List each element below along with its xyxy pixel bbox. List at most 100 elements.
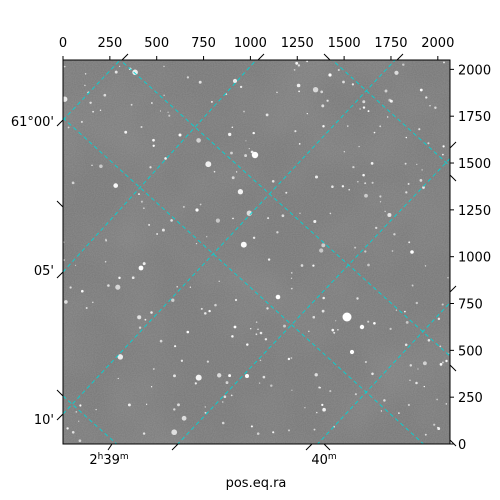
- star: [290, 277, 293, 279]
- star: [371, 181, 374, 184]
- star: [78, 420, 80, 422]
- star: [443, 61, 445, 64]
- star: [69, 286, 72, 289]
- star: [408, 241, 411, 244]
- top-tick-label: 1750: [374, 36, 407, 51]
- star: [255, 333, 258, 336]
- star: [159, 339, 163, 343]
- star: [231, 126, 234, 129]
- star: [118, 276, 121, 280]
- star: [228, 374, 232, 378]
- grid-line: [316, 301, 450, 444]
- star: [441, 361, 444, 364]
- star: [298, 90, 300, 93]
- bright-star: [275, 294, 281, 300]
- star: [99, 109, 102, 112]
- star: [64, 300, 68, 304]
- star: [159, 110, 162, 112]
- star: [240, 241, 247, 248]
- star: [288, 429, 290, 432]
- star: [214, 303, 217, 307]
- star: [445, 359, 448, 363]
- edge-tick-mark: [171, 443, 179, 451]
- grid-line: [63, 60, 257, 273]
- star: [405, 136, 408, 139]
- star: [409, 379, 411, 382]
- star: [405, 321, 409, 324]
- star: [152, 144, 155, 147]
- star: [290, 357, 293, 359]
- star: [293, 69, 296, 71]
- star: [404, 310, 406, 313]
- star: [115, 284, 121, 290]
- star: [329, 212, 332, 215]
- star: [182, 205, 185, 208]
- star: [124, 130, 128, 134]
- edge-tick-mark: [257, 53, 265, 61]
- star: [427, 339, 431, 342]
- star: [283, 324, 286, 328]
- right-tick-label: 750: [458, 298, 483, 313]
- star: [223, 395, 227, 399]
- ra-tick-label: 40m: [311, 452, 336, 468]
- star: [171, 298, 175, 302]
- star: [312, 87, 319, 93]
- star: [312, 315, 316, 319]
- bright-star: [178, 133, 182, 137]
- star: [231, 176, 235, 180]
- star: [91, 301, 94, 304]
- star: [419, 179, 423, 182]
- star: [257, 328, 259, 331]
- star: [296, 83, 301, 88]
- star: [287, 357, 291, 361]
- star: [230, 394, 233, 397]
- star: [99, 164, 103, 169]
- star: [173, 374, 176, 378]
- edge-tick-mark: [56, 413, 64, 421]
- edge-tick-mark: [56, 389, 64, 397]
- edge-tick-mark: [449, 285, 457, 293]
- star: [319, 248, 324, 253]
- star: [118, 65, 121, 67]
- grid-line: [63, 395, 118, 444]
- star: [367, 320, 370, 323]
- star: [364, 250, 367, 253]
- star: [127, 403, 131, 407]
- star: [234, 298, 238, 302]
- star: [246, 343, 249, 346]
- star: [422, 361, 427, 366]
- top-tick-label: 750: [191, 36, 216, 51]
- star: [230, 151, 233, 155]
- right-tick-label: 1250: [458, 204, 491, 219]
- star: [180, 359, 184, 362]
- star: [342, 80, 345, 84]
- star: [389, 327, 392, 331]
- ra-axis-title: pos.eq.ra: [226, 476, 287, 491]
- star: [140, 200, 143, 203]
- star: [389, 99, 393, 103]
- star: [117, 377, 119, 380]
- star: [243, 110, 245, 113]
- right-tick-label: 250: [458, 391, 483, 406]
- dec-tick-label: 05': [34, 264, 54, 279]
- star: [258, 382, 261, 384]
- star: [352, 165, 355, 169]
- star: [306, 60, 308, 63]
- star: [140, 125, 143, 129]
- star: [145, 403, 148, 405]
- star: [186, 330, 190, 334]
- star: [354, 393, 357, 396]
- star: [423, 385, 425, 388]
- sky-image: [63, 60, 450, 444]
- star: [367, 263, 370, 267]
- bright-star: [410, 250, 414, 254]
- star: [149, 166, 152, 169]
- edge-tick-mark: [323, 53, 331, 61]
- star: [391, 250, 394, 252]
- star: [395, 309, 398, 311]
- star: [206, 360, 210, 363]
- star: [107, 284, 110, 287]
- star: [367, 110, 370, 113]
- edge-tick-mark: [449, 174, 457, 182]
- star: [314, 373, 318, 377]
